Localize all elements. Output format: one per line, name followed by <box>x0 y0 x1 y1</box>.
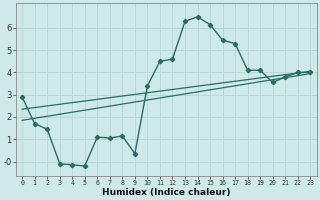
X-axis label: Humidex (Indice chaleur): Humidex (Indice chaleur) <box>102 188 230 197</box>
